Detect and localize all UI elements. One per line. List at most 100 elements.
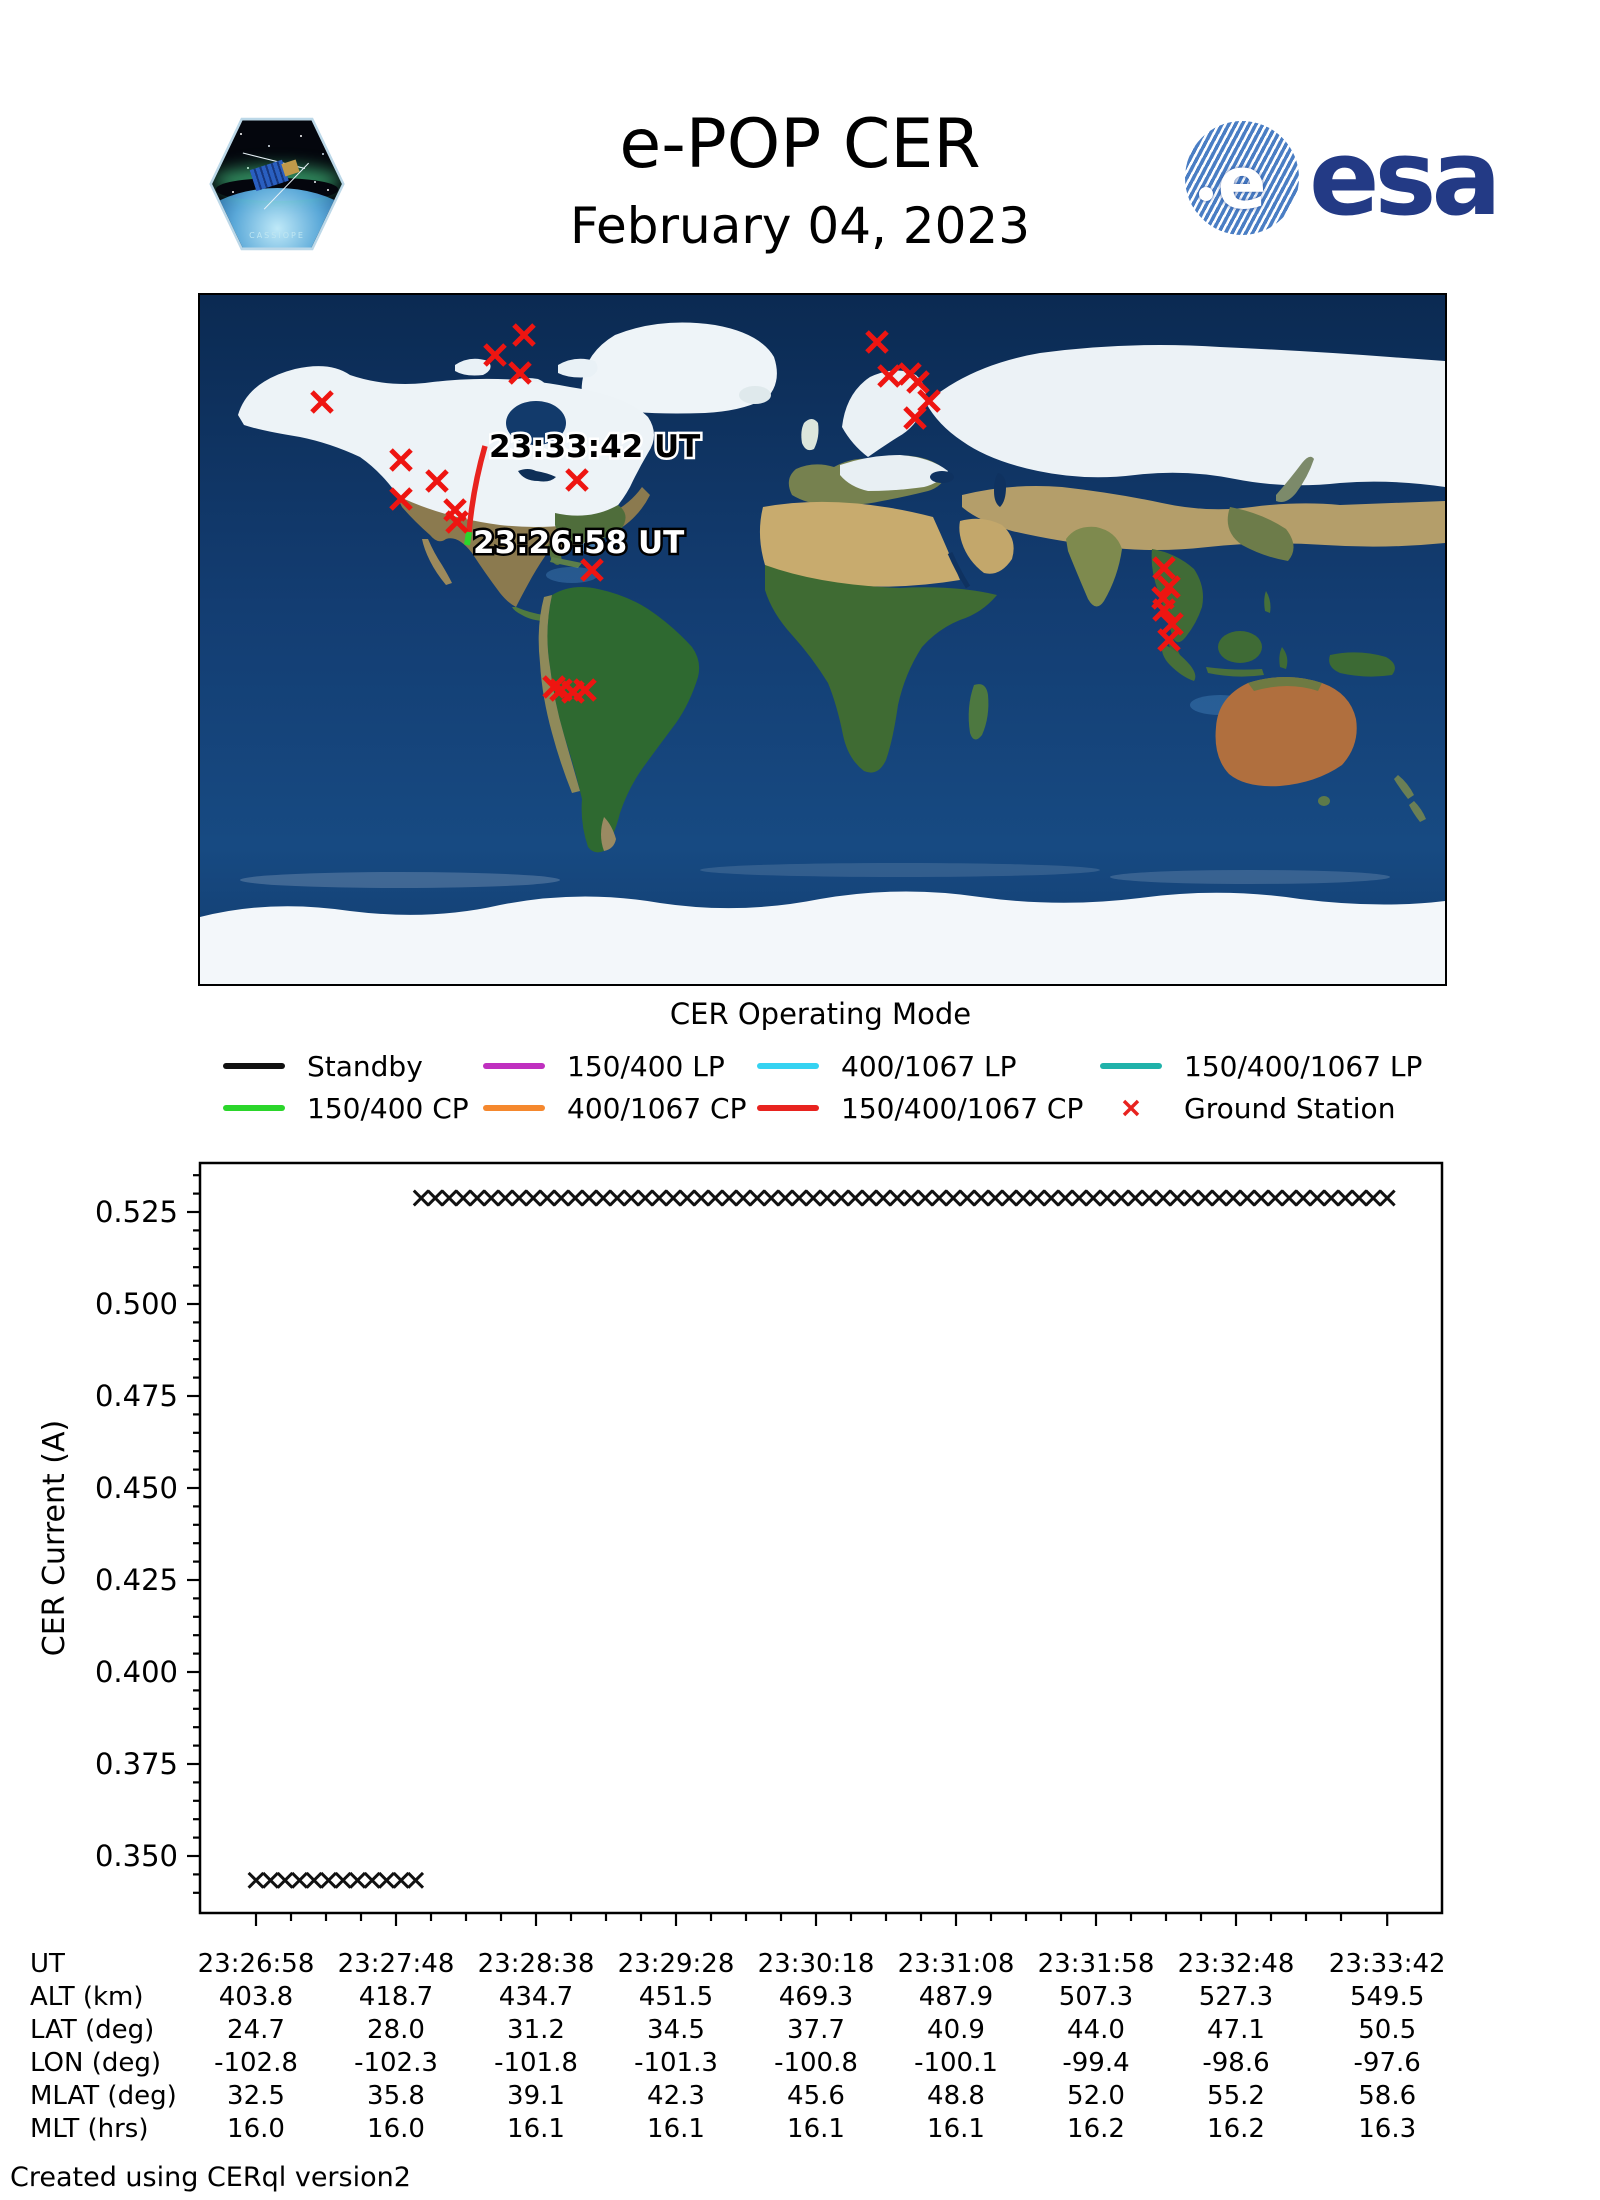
sahara	[759, 501, 960, 587]
ground-station-marker	[445, 510, 469, 534]
data-point-marker	[1112, 1189, 1130, 1207]
data-point-marker	[1210, 1189, 1228, 1207]
table-cell: 37.7	[787, 2015, 845, 2045]
cer-current-series	[247, 1189, 1396, 1889]
data-point-marker	[1056, 1189, 1074, 1207]
arctic-island	[455, 358, 491, 376]
data-point-marker	[1280, 1189, 1298, 1207]
legend-line-swatch	[757, 1063, 819, 1069]
legend-item: 400/1067 LP	[757, 1050, 1017, 1083]
table-cell: 16.3	[1358, 2114, 1417, 2144]
data-point-marker	[622, 1189, 640, 1207]
data-point-marker	[1028, 1189, 1046, 1207]
table-cell: 434.7	[498, 1982, 574, 2012]
bahamas-shallows	[580, 541, 604, 553]
table-cell: 23:31:08	[897, 1949, 1015, 1979]
java	[1206, 667, 1264, 677]
esa-logo: e esa	[1185, 118, 1502, 238]
data-point-marker	[860, 1189, 878, 1207]
tasmania	[1318, 796, 1330, 806]
cassiope-mission-patch: CASSIOPE	[205, 112, 349, 256]
table-cell: 32.5	[227, 2081, 285, 2111]
data-point-marker	[482, 1189, 500, 1207]
data-point-marker	[916, 1189, 934, 1207]
iceland	[739, 386, 771, 404]
sumatra	[1161, 643, 1196, 681]
table-cell: 23:29:28	[617, 1949, 735, 1979]
continent-siberia	[926, 345, 1445, 487]
data-point-marker	[392, 1871, 410, 1889]
japan	[1276, 456, 1314, 502]
data-point-marker	[320, 1871, 338, 1889]
india	[1066, 526, 1122, 607]
table-cell: 23:31:58	[1037, 1949, 1155, 1979]
data-point-marker	[902, 1189, 920, 1207]
esa-globe-e: e	[1217, 140, 1267, 225]
table-cell: 39.1	[507, 2081, 565, 2111]
data-point-marker	[944, 1189, 962, 1207]
table-cell: 44.0	[1067, 2015, 1125, 2045]
table-cell: 23:33:42	[1328, 1949, 1446, 1979]
ground-station-marker	[903, 406, 927, 430]
great-lakes	[518, 469, 556, 482]
ground-station-marker	[483, 343, 507, 367]
continent-antarctica	[200, 891, 1445, 984]
table-cell: 34.5	[647, 2015, 705, 2045]
data-point-marker	[496, 1189, 514, 1207]
table-row-label: LON (deg)	[30, 2048, 162, 2078]
scandinavia	[842, 370, 926, 457]
table-cell: 527.3	[1198, 1982, 1274, 2012]
legend-item-label: 150/400/1067 CP	[841, 1091, 1084, 1125]
table-cell: 451.5	[638, 1982, 714, 2012]
us-southeast	[555, 505, 626, 543]
sea-ice-streak	[1110, 870, 1390, 884]
esa-globe-icon: e	[1185, 121, 1299, 235]
table-cell: 16.0	[367, 2114, 425, 2144]
sea-ice-streak	[240, 872, 560, 888]
y-tick-label: 0.350	[95, 1839, 178, 1873]
ground-station-marker	[565, 468, 589, 492]
data-point-marker	[1070, 1189, 1088, 1207]
data-point-marker	[305, 1871, 323, 1889]
esa-globe-dot	[1199, 187, 1213, 201]
table-cell: 23:26:58	[197, 1949, 315, 1979]
table-cell: -100.8	[774, 2048, 858, 2078]
y-tick-label: 0.500	[95, 1287, 178, 1321]
continent-south-america	[547, 587, 700, 853]
legend-line-swatch	[483, 1105, 545, 1111]
ground-station-marker	[1152, 598, 1176, 622]
arctic-island	[558, 358, 598, 378]
table-cell: 16.1	[927, 2114, 985, 2144]
x-marker-icon	[1122, 1099, 1140, 1117]
ground-station-marker	[906, 370, 930, 394]
data-point-marker	[378, 1871, 396, 1889]
us-mexico	[396, 487, 650, 607]
data-point-marker	[818, 1189, 836, 1207]
table-cell: 16.1	[647, 2114, 705, 2144]
table-cell: 16.0	[227, 2114, 285, 2144]
data-point-marker	[958, 1189, 976, 1207]
table-cell: 55.2	[1207, 2081, 1265, 2111]
data-point-marker	[363, 1871, 381, 1889]
europe-snow	[840, 455, 948, 491]
trajectory-end-label: 23:33:42 UT	[489, 429, 700, 465]
data-point-marker	[1336, 1189, 1354, 1207]
legend-item: Ground Station	[1100, 1091, 1396, 1125]
legend-item-label: Ground Station	[1184, 1091, 1396, 1125]
data-point-marker	[734, 1189, 752, 1207]
table-cell: 23:28:38	[477, 1949, 595, 1979]
y-tick-label: 0.525	[95, 1195, 178, 1229]
ground-station-marker	[877, 364, 901, 388]
data-point-marker	[262, 1871, 279, 1889]
trajectory-start-label: 23:26:58 UT	[473, 525, 684, 561]
data-point-marker	[426, 1189, 444, 1207]
legend-line-swatch	[757, 1105, 819, 1111]
ground-station-marker	[508, 361, 532, 385]
data-point-marker	[510, 1189, 528, 1207]
table-cell: 48.8	[927, 2081, 985, 2111]
legend-item-label: 400/1067 CP	[567, 1091, 747, 1125]
continent-africa	[765, 565, 997, 773]
borneo	[1218, 631, 1262, 663]
table-cell: 52.0	[1067, 2081, 1125, 2111]
